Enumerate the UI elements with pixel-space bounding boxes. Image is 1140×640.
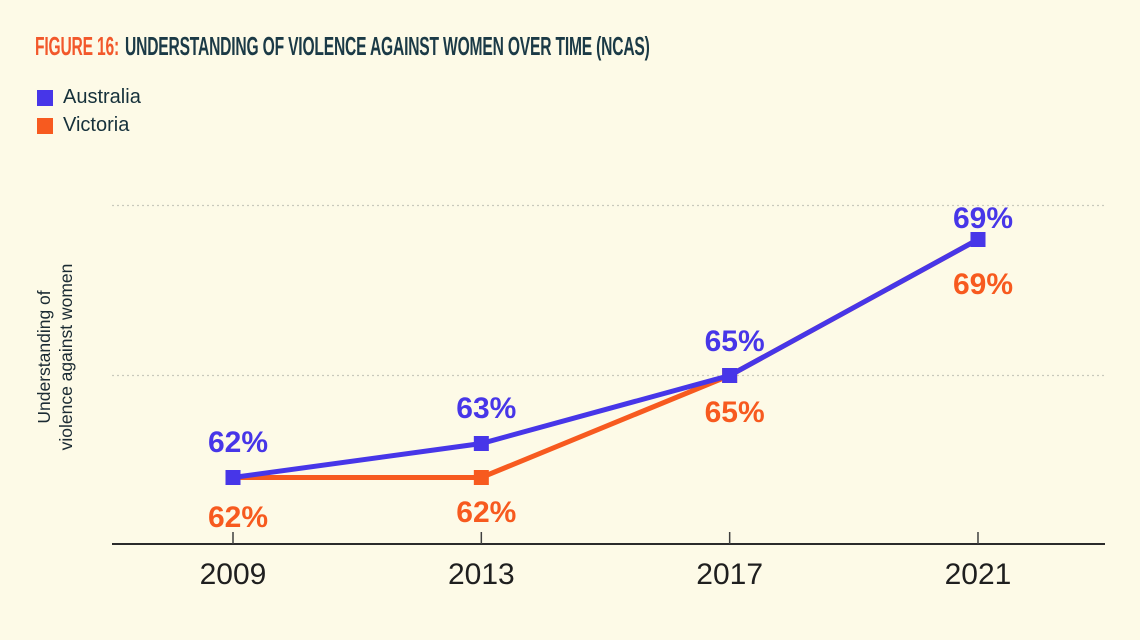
series-line-australia — [230, 237, 981, 480]
legend-item-australia: Australia — [37, 86, 141, 109]
legend-label-victoria: Victoria — [63, 114, 130, 136]
value-label-australia-2021: 69% — [953, 202, 1013, 235]
chart-legend: Australia Victoria — [37, 86, 141, 137]
y-axis-title-line-1: Understanding of — [34, 290, 54, 423]
marker-australia-2017 — [722, 368, 738, 383]
legend-swatch-australia — [37, 89, 53, 106]
marker-australia-2021 — [970, 232, 986, 247]
x-axis-label-2021: 2021 — [945, 558, 1012, 591]
value-label-australia-2013: 63% — [456, 392, 516, 425]
value-label-victoria-2013: 62% — [456, 496, 516, 529]
figure-label: FIGURE 16: — [35, 31, 120, 61]
marker-australia-2013 — [473, 436, 489, 451]
value-label-victoria-2021: 69% — [953, 268, 1013, 301]
series-line-victoria — [230, 237, 981, 480]
x-axis-label-2017: 2017 — [696, 558, 763, 591]
figure-title: FIGURE 16: UNDERSTANDING OF VIOLENCE AGAI… — [35, 33, 650, 60]
x-axis-label-2009: 2009 — [200, 558, 267, 591]
legend-item-victoria: Victoria — [37, 114, 141, 137]
legend-swatch-victoria — [37, 117, 53, 134]
figure-heading-text: UNDERSTANDING OF VIOLENCE AGAINST WOMEN … — [125, 31, 650, 61]
marker-victoria-2013 — [473, 470, 489, 485]
legend-label-australia: Australia — [63, 86, 141, 108]
value-label-australia-2017: 65% — [705, 325, 765, 358]
y-axis-title-line-2: violence against women — [56, 264, 76, 451]
y-axis-title: Understanding of violence against women — [34, 264, 76, 451]
value-label-victoria-2009: 62% — [208, 501, 268, 534]
marker-australia-2009 — [225, 470, 241, 485]
value-label-victoria-2017: 65% — [705, 396, 765, 429]
x-axis-label-2013: 2013 — [448, 558, 515, 591]
value-label-australia-2009: 62% — [208, 426, 268, 459]
